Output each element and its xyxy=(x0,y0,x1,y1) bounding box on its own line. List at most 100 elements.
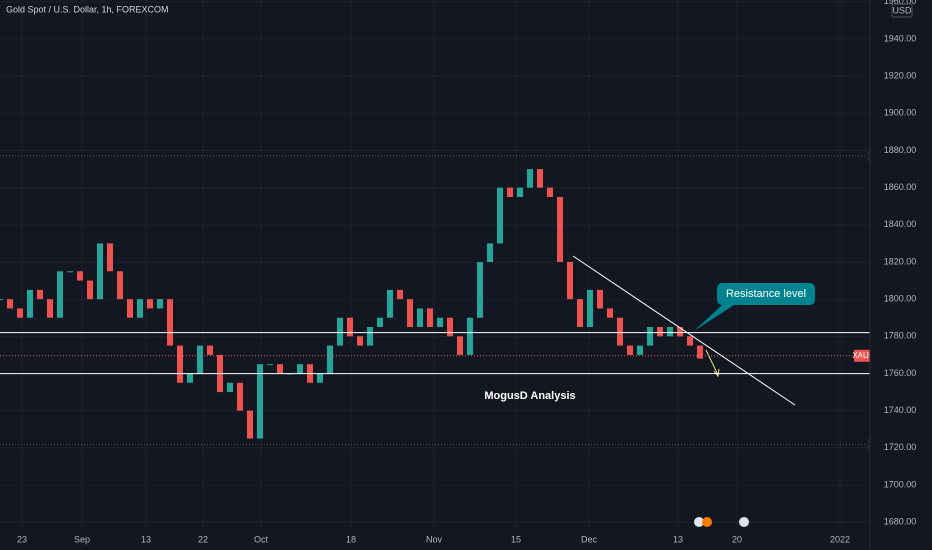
event-icon xyxy=(739,517,749,527)
candle xyxy=(487,243,493,262)
x-tick-label: 22 xyxy=(198,534,208,544)
candle xyxy=(697,345,703,359)
y-tick-label: 1820.00 xyxy=(884,256,917,266)
x-tick-label: Dec xyxy=(581,534,598,544)
candle xyxy=(97,243,103,300)
candle xyxy=(537,169,543,188)
candle xyxy=(677,327,683,337)
callout-text: Resistance level xyxy=(726,288,806,300)
x-tick-label: 15 xyxy=(511,534,521,544)
x-tick-label: 13 xyxy=(141,534,151,544)
candle xyxy=(347,317,353,337)
event-icon xyxy=(702,517,712,527)
axis: 1960.00 1940.00 1920.00 1900.00 1880.00 1860.… xyxy=(17,0,916,544)
x-tick-label: Sep xyxy=(74,534,90,544)
candle xyxy=(57,271,63,318)
candle xyxy=(267,364,273,366)
candle xyxy=(247,410,253,439)
y-tick-label: 1700.00 xyxy=(884,479,917,489)
y-tick-label: 1920.00 xyxy=(884,71,917,81)
currency-box xyxy=(891,3,913,18)
candle xyxy=(517,187,523,197)
candle xyxy=(457,336,463,355)
candle xyxy=(567,261,573,300)
y-tick-label: 1940.00 xyxy=(884,33,917,43)
candle xyxy=(687,336,693,346)
candle xyxy=(327,345,333,374)
y-tick-label: 1740.00 xyxy=(884,405,917,415)
x-tick-label: 2022 xyxy=(830,534,850,544)
candle xyxy=(387,289,393,318)
candle xyxy=(167,299,173,346)
x-tick-label: 20 xyxy=(732,534,742,544)
x-tick-label: Oct xyxy=(254,534,269,544)
candle xyxy=(467,317,473,355)
price-axis xyxy=(870,0,932,550)
candle xyxy=(187,373,193,383)
candle xyxy=(157,299,163,309)
candle xyxy=(197,345,203,374)
candle xyxy=(527,169,533,188)
candle xyxy=(227,382,233,393)
y-tick-label: 1780.00 xyxy=(884,331,917,341)
candle xyxy=(447,317,453,337)
y-tick-label: 1880.00 xyxy=(884,145,917,155)
candle xyxy=(177,345,183,383)
candle xyxy=(87,280,93,300)
candle xyxy=(647,327,653,346)
candle xyxy=(117,271,123,300)
candle xyxy=(497,187,503,244)
candle xyxy=(377,317,383,328)
candle xyxy=(437,317,443,328)
candle xyxy=(547,187,553,197)
watermark: MogusD Analysis xyxy=(484,390,575,402)
currency: USD xyxy=(892,5,912,15)
candle xyxy=(337,317,343,346)
y-tick-label: 1960.00 xyxy=(884,0,917,6)
candle xyxy=(507,187,513,197)
x-tick-label: 13 xyxy=(673,534,683,544)
candle xyxy=(367,327,373,346)
candle xyxy=(277,364,283,374)
candle xyxy=(147,299,153,309)
y-tick-label: 1720.00 xyxy=(884,442,917,452)
candle xyxy=(637,345,643,355)
candle xyxy=(407,299,413,328)
candle xyxy=(587,289,593,328)
candle xyxy=(667,327,673,337)
candle xyxy=(137,299,143,318)
candle xyxy=(237,382,243,411)
level-name: XAUUSD xyxy=(852,351,886,360)
y-tick-label: 1680.00 xyxy=(884,517,917,527)
candle xyxy=(627,345,633,355)
candle xyxy=(417,308,423,328)
candle xyxy=(657,327,663,337)
chart-title: Gold Spot / U.S. Dollar, 1h, FOREXCOM xyxy=(6,4,169,14)
candle xyxy=(317,373,323,383)
candle xyxy=(257,364,263,439)
candle xyxy=(17,308,23,318)
candle xyxy=(7,299,13,309)
candle xyxy=(207,345,213,355)
callout-box xyxy=(694,283,815,331)
y-tick-label: 1860.00 xyxy=(884,182,917,192)
candle xyxy=(77,271,83,281)
y-tick-label: 1840.00 xyxy=(884,219,917,229)
candle xyxy=(27,289,33,318)
x-tick-label: Nov xyxy=(426,534,443,544)
event-icon xyxy=(694,517,704,527)
candle xyxy=(67,271,73,273)
candle xyxy=(107,243,113,272)
candle xyxy=(397,289,403,300)
price-series xyxy=(0,169,703,439)
candle xyxy=(37,289,43,300)
candle xyxy=(127,299,133,318)
candle xyxy=(477,261,483,318)
candle xyxy=(357,336,363,346)
x-tick-label: 23 xyxy=(17,534,27,544)
candle xyxy=(577,299,583,328)
candle xyxy=(607,308,613,318)
candle xyxy=(0,299,3,301)
